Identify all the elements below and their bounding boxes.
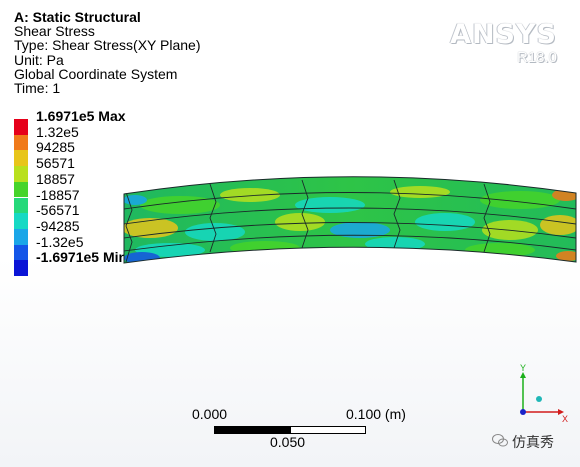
legend-label: -94285 <box>36 217 80 234</box>
stress-contour <box>124 176 576 263</box>
scale-bar: 0.000 0.100 (m) 0.050 <box>190 406 430 456</box>
coordinate-triad[interactable]: Y X <box>508 364 568 424</box>
legend-label: 1.32e5 <box>36 123 79 140</box>
scale-mid-label: 0.050 <box>270 434 306 450</box>
legend-min-label: -1.6971e5 Min <box>36 249 128 266</box>
wechat-icon <box>492 434 508 450</box>
result-unit: Unit: Pa <box>14 51 64 68</box>
legend-swatch <box>14 166 28 182</box>
scale-bar-dark <box>214 426 290 434</box>
watermark-text: 仿真秀 <box>512 434 554 450</box>
legend-swatch <box>14 150 28 167</box>
legend-swatch <box>14 181 28 198</box>
scale-left-label: 0.000 <box>192 406 228 422</box>
legend-swatch <box>14 134 28 151</box>
brand-version: R18.0 <box>516 49 557 66</box>
legend-swatch <box>14 213 28 229</box>
result-name: Shear Stress <box>14 23 95 40</box>
scale-bar-light <box>290 426 366 434</box>
result-type: Type: Shear Stress(XY Plane) <box>14 37 201 54</box>
legend-swatch <box>14 119 28 135</box>
legend-swatch <box>14 260 28 276</box>
legend-label: 56571 <box>36 155 75 172</box>
legend-label: 94285 <box>36 139 75 156</box>
scale-right-label: 0.100 (m) <box>346 406 406 422</box>
legend-label: 18857 <box>36 170 75 187</box>
result-info: A: Static Structural Shear Stress Type: … <box>14 10 201 95</box>
legend-swatch <box>14 228 28 245</box>
watermark: 仿真秀 <box>492 432 554 452</box>
legend-label: -18857 <box>36 186 80 203</box>
legend-swatch <box>14 244 28 261</box>
legend-max-label: 1.6971e5 Max <box>36 108 126 124</box>
coordinate-system: Global Coordinate System <box>14 65 178 82</box>
triad-y-label: Y <box>520 364 526 373</box>
analysis-title: A: Static Structural <box>14 9 141 25</box>
legend-label: -1.32e5 <box>36 233 84 250</box>
time-value: Time: 1 <box>14 80 61 97</box>
ansys-logo: ANSYS R18.0 <box>450 20 557 66</box>
legend-label: -56571 <box>36 202 80 219</box>
triad-x-label: X <box>562 414 568 424</box>
brand-name: ANSYS <box>450 19 557 50</box>
legend-swatch <box>14 197 28 214</box>
